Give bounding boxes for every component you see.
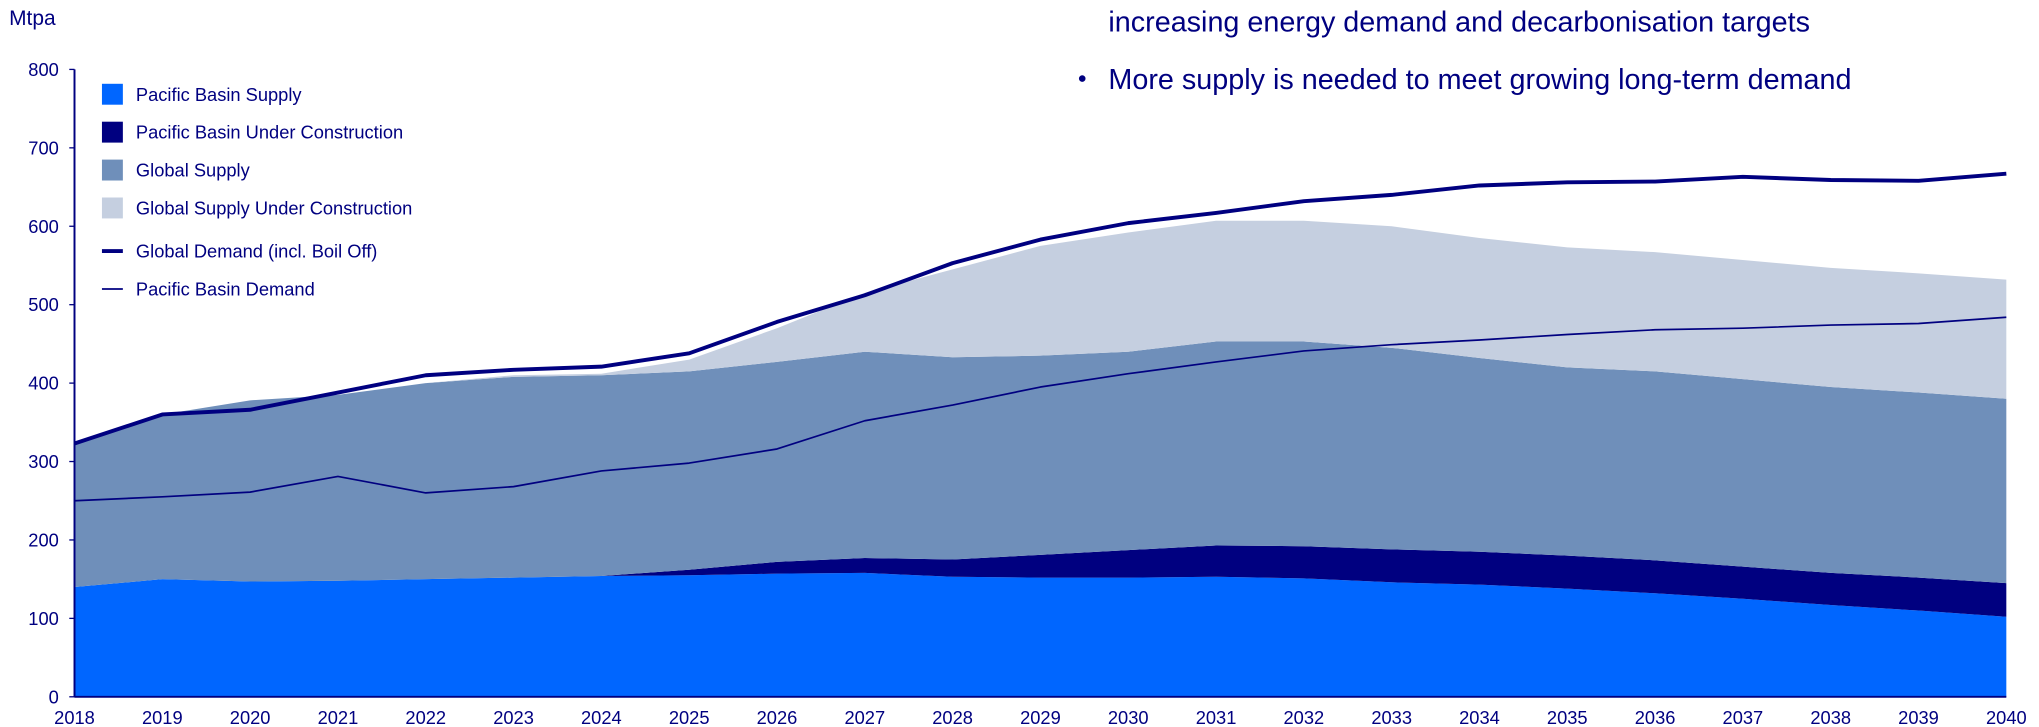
x-tick-label: 2039 [1898, 707, 1939, 727]
legend-label: Pacific Basin Demand [136, 279, 315, 300]
x-tick-label: 2031 [1196, 707, 1237, 727]
x-tick-label: 2019 [142, 707, 183, 727]
y-tick-label: 500 [28, 294, 59, 315]
legend-swatch [101, 197, 123, 219]
area [74, 341, 2007, 588]
x-tick-label: 2021 [318, 707, 359, 727]
x-tick-label: 2025 [669, 707, 710, 727]
x-tick-label: 2029 [1020, 707, 1061, 727]
x-tick-label: 2024 [581, 707, 622, 727]
legend-swatch [101, 83, 123, 105]
legend-label: Global Supply [136, 160, 251, 181]
x-tick-label: 2028 [932, 707, 973, 727]
x-tick-label: 2036 [1635, 707, 1676, 727]
legend-swatch [101, 121, 123, 143]
y-tick-label: 400 [28, 373, 59, 394]
x-tick-label: 2040 [1986, 707, 2027, 727]
note: More supply is needed to meet growing lo… [1108, 64, 1851, 96]
note: increasing energy demand and decarbonisa… [1108, 7, 1810, 39]
legend-label: Pacific Basin Under Construction [136, 122, 403, 143]
y-axis-label: Mtpa [9, 7, 56, 30]
x-tick-label: 2032 [1284, 707, 1325, 727]
area [74, 572, 2007, 697]
legend-label: Pacific Basin Supply [136, 84, 302, 105]
y-tick-label: 800 [28, 59, 59, 80]
x-tick-label: 2034 [1459, 707, 1500, 727]
bullet [1078, 75, 1086, 82]
y-tick-label: 700 [28, 137, 59, 158]
x-tick-label: 2018 [54, 707, 95, 727]
line [73, 171, 2007, 446]
x-tick-label: 2027 [844, 707, 885, 727]
x-tick-label: 2038 [1810, 707, 1851, 727]
y-tick-label: 300 [28, 451, 59, 472]
x-tick-label: 2020 [230, 707, 271, 727]
x-tick-label: 2026 [757, 707, 798, 727]
x-tick-label: 2022 [405, 707, 446, 727]
y-tick-label: 200 [28, 529, 59, 550]
x-tick-label: 2033 [1371, 707, 1412, 727]
line [74, 316, 2007, 502]
x-tick-label: 2030 [1108, 707, 1149, 727]
legend-label: Global Demand (incl. Boil Off) [136, 241, 377, 262]
area [74, 545, 2007, 617]
legend-swatch [101, 159, 123, 181]
legend-label: Global Supply Under Construction [136, 197, 412, 218]
x-tick-label: 2023 [493, 707, 534, 727]
y-tick-label: 600 [28, 216, 59, 237]
x-tick-label: 2037 [1723, 707, 1764, 727]
area [74, 220, 2007, 442]
y-tick-label: 0 [49, 686, 59, 707]
x-tick-label: 2035 [1547, 707, 1588, 727]
y-tick-label: 100 [28, 608, 59, 629]
